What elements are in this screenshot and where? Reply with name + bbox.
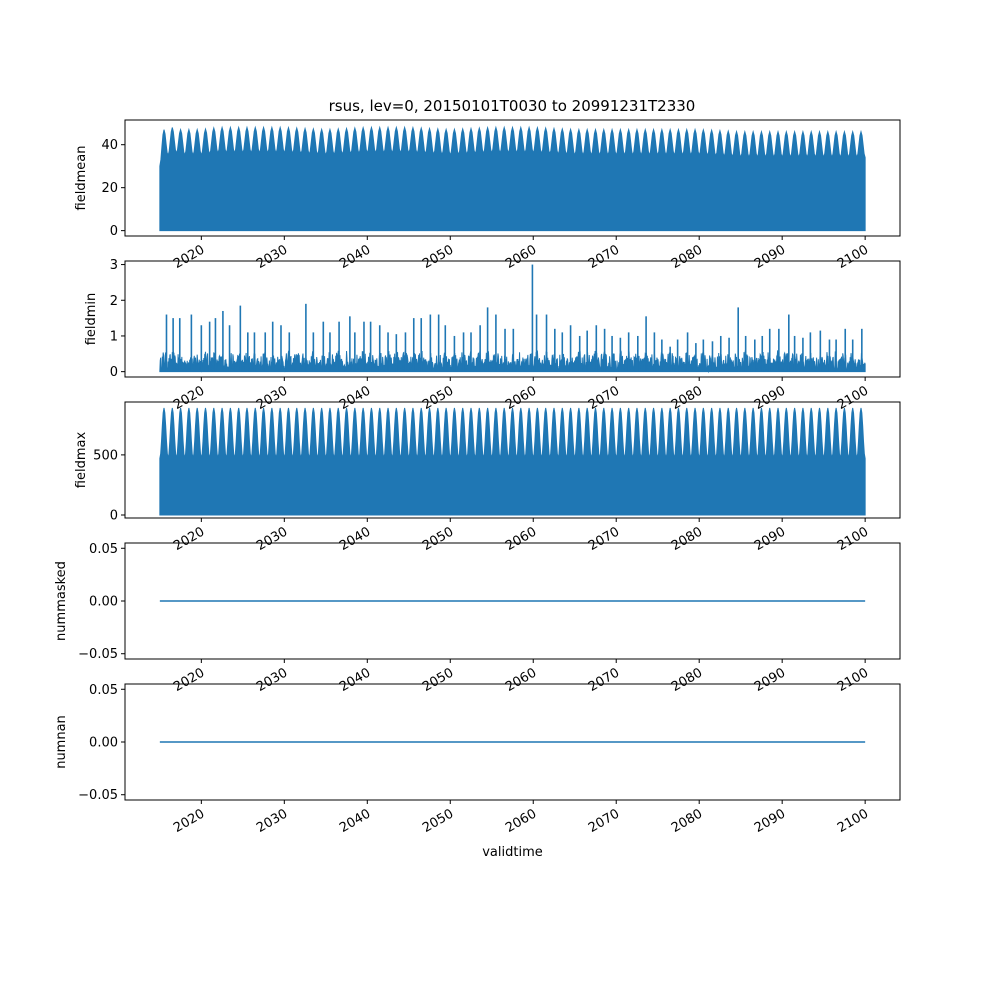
y-tick-label: 2 [110,294,118,309]
y-axis-label: fieldmean [74,146,89,211]
y-axis-label: nummasked [54,561,69,641]
y-tick-label: 0.05 [89,542,118,557]
series-line-fieldmax [159,407,866,516]
y-tick-label: 0 [110,224,118,239]
y-tick-label: 0.00 [89,595,118,610]
y-tick-label: −0.05 [78,788,118,803]
y-tick-label: 0.00 [89,736,118,751]
y-axis-label: fieldmin [84,293,99,346]
y-tick-label: 40 [101,138,118,153]
y-axis-label: numnan [54,715,69,769]
axes-frame [124,401,901,519]
plot-area [159,407,866,516]
y-tick-label: 500 [93,448,118,463]
axes-frame [124,260,901,378]
y-tick-label: 20 [101,181,118,196]
series-line-fieldmean [159,125,866,232]
x-axis-label: validtime [482,845,543,860]
plot-area [159,264,866,374]
figure-title: rsus, lev=0, 20150101T0030 to 20991231T2… [329,97,696,115]
y-axis-label: fieldmax [74,432,89,489]
y-tick-label: 1 [110,329,118,344]
y-tick-label: 0 [110,508,118,523]
axes-frame [124,119,901,237]
plot-area [159,125,866,232]
y-tick-label: −0.05 [78,647,118,662]
y-tick-label: 3 [110,258,118,273]
y-tick-label: 0.05 [89,683,118,698]
y-tick-label: 0 [110,365,118,380]
